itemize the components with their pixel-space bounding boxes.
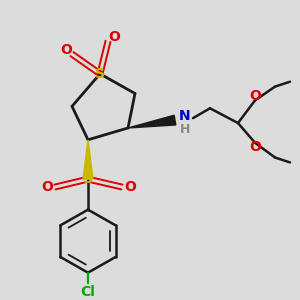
Polygon shape	[128, 115, 176, 128]
Text: S: S	[95, 67, 105, 81]
Text: O: O	[41, 180, 53, 194]
Text: O: O	[124, 180, 136, 194]
Text: O: O	[108, 30, 120, 44]
Text: O: O	[249, 89, 261, 103]
Text: Cl: Cl	[81, 285, 95, 299]
Text: N: N	[179, 109, 191, 123]
Text: H: H	[180, 123, 190, 136]
Text: O: O	[249, 140, 261, 154]
Text: S: S	[83, 172, 93, 186]
Polygon shape	[83, 140, 93, 179]
Text: O: O	[60, 43, 72, 57]
